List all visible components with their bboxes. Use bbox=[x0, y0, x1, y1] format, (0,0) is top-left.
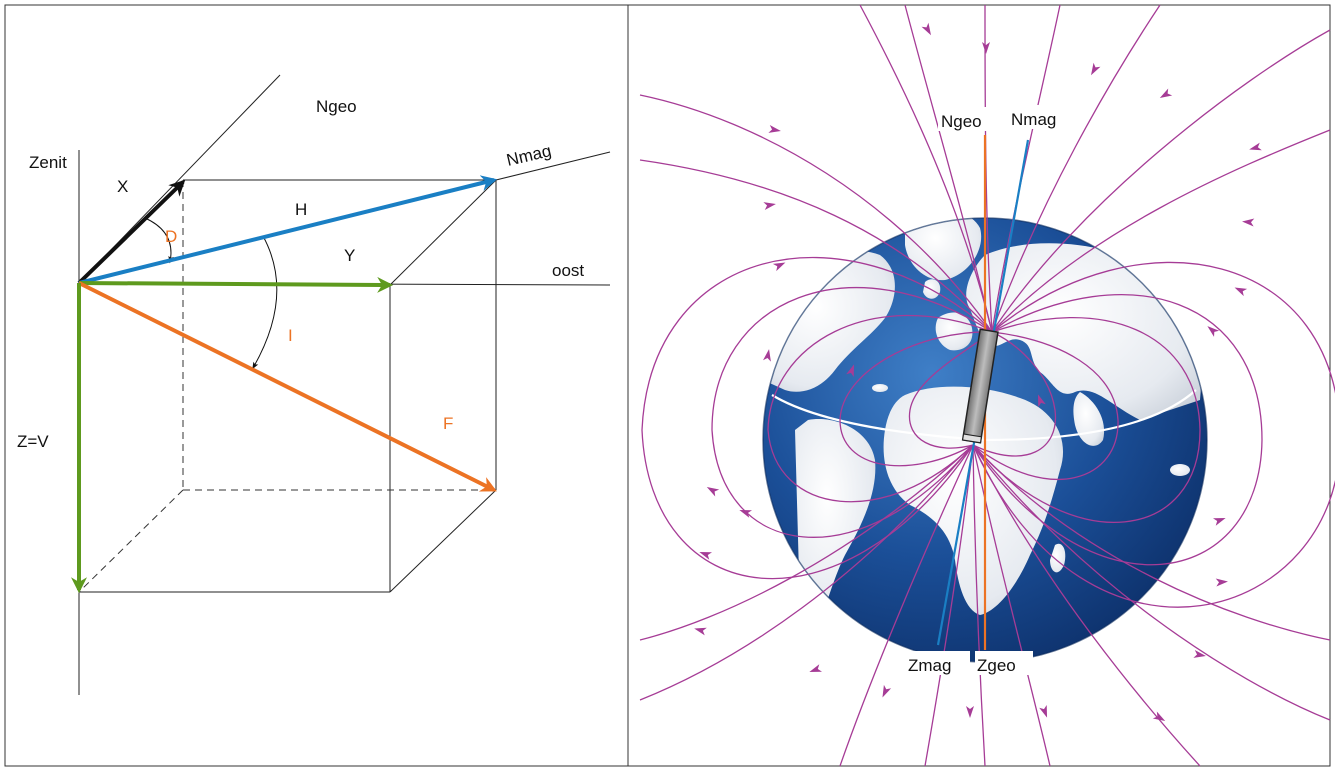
f-label: F bbox=[443, 414, 453, 433]
ngeo-label-right: Ngeo bbox=[941, 112, 982, 131]
bar-magnet bbox=[961, 328, 999, 444]
island-caribbean bbox=[872, 384, 888, 392]
island-southeast-asia bbox=[1170, 464, 1190, 476]
h-label: H bbox=[295, 200, 307, 219]
zmag-label: Zmag bbox=[908, 656, 951, 675]
zgeo-label: Zgeo bbox=[977, 656, 1016, 675]
inclination-arc bbox=[252, 235, 278, 370]
h-vector bbox=[78, 175, 498, 285]
d-label: D bbox=[165, 227, 177, 246]
nmag-label-left: Nmag bbox=[505, 141, 553, 170]
y-label: Y bbox=[344, 246, 355, 265]
declination-arc bbox=[144, 217, 174, 264]
zv-label: Z=V bbox=[17, 432, 49, 451]
y-vector bbox=[78, 276, 394, 293]
oost-label: oost bbox=[552, 261, 584, 280]
ngeo-label-left: Ngeo bbox=[316, 97, 357, 116]
box-frame bbox=[78, 74, 611, 695]
x-label: X bbox=[117, 177, 128, 196]
box-hidden-edges bbox=[78, 180, 496, 593]
continent-greenland bbox=[905, 218, 982, 281]
f-vector bbox=[78, 281, 497, 492]
x-vector bbox=[77, 179, 186, 285]
field-components-diagram: Zenit X Ngeo Nmag H D Y oost I F Z=V bbox=[17, 74, 611, 695]
field-lines bbox=[639, 4, 1335, 767]
continent-iberia bbox=[935, 312, 973, 351]
earth-dipole-diagram: Ngeo Nmag Zmag Zgeo bbox=[639, 4, 1335, 767]
continent-south-america bbox=[795, 419, 876, 615]
figure-border bbox=[4, 4, 1331, 767]
zenit-label: Zenit bbox=[29, 153, 67, 172]
nmag-label-right: Nmag bbox=[1011, 110, 1056, 129]
continent-madagascar bbox=[1050, 543, 1066, 573]
i-label: I bbox=[288, 326, 293, 345]
continents bbox=[763, 218, 1202, 615]
axis-labels: Ngeo Nmag Zmag Zgeo bbox=[906, 105, 1072, 675]
field-line-arrows bbox=[694, 22, 1262, 721]
